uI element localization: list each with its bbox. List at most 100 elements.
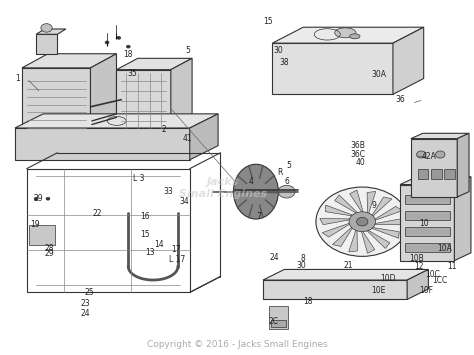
Polygon shape	[370, 197, 392, 219]
Text: R: R	[277, 168, 282, 177]
Text: 5: 5	[185, 47, 190, 55]
Text: 9: 9	[372, 201, 376, 210]
Text: 38: 38	[280, 58, 289, 67]
Circle shape	[417, 151, 426, 158]
Circle shape	[349, 212, 375, 231]
Text: 10E: 10E	[372, 286, 386, 295]
Text: 10C: 10C	[426, 270, 440, 279]
Text: 13: 13	[145, 248, 155, 257]
Polygon shape	[22, 68, 91, 135]
Polygon shape	[400, 185, 455, 261]
Polygon shape	[263, 269, 428, 280]
Circle shape	[356, 218, 368, 226]
Polygon shape	[411, 138, 457, 197]
Polygon shape	[320, 219, 355, 225]
Polygon shape	[22, 54, 117, 68]
Text: 15: 15	[263, 17, 273, 26]
Bar	[405, 211, 450, 220]
Text: Copyright © 2016 - Jacks Small Engines: Copyright © 2016 - Jacks Small Engines	[146, 340, 328, 349]
Polygon shape	[190, 114, 218, 160]
Text: 10B: 10B	[409, 254, 424, 263]
Text: 10F: 10F	[419, 286, 433, 295]
Text: 41: 41	[182, 134, 192, 143]
Polygon shape	[455, 177, 471, 261]
Polygon shape	[367, 227, 399, 238]
Text: 25: 25	[84, 288, 94, 297]
Text: 22: 22	[93, 209, 102, 218]
Circle shape	[436, 151, 445, 158]
Text: 17: 17	[171, 246, 181, 255]
Text: 28: 28	[44, 244, 54, 253]
Text: 30: 30	[273, 47, 283, 55]
Polygon shape	[407, 269, 428, 300]
Polygon shape	[117, 58, 192, 70]
Polygon shape	[273, 27, 424, 43]
Text: 19: 19	[30, 220, 39, 229]
Circle shape	[278, 185, 295, 198]
Polygon shape	[335, 195, 360, 215]
Text: 4: 4	[249, 176, 254, 186]
Bar	[405, 227, 450, 236]
Polygon shape	[36, 29, 66, 34]
Polygon shape	[322, 222, 354, 237]
Text: 23: 23	[81, 299, 91, 308]
Text: 14: 14	[154, 240, 164, 249]
Polygon shape	[91, 54, 117, 135]
Circle shape	[127, 45, 130, 48]
Text: 18: 18	[124, 50, 133, 59]
Polygon shape	[171, 58, 192, 132]
Polygon shape	[15, 128, 190, 160]
Text: 10D: 10D	[381, 274, 396, 283]
Text: 8: 8	[301, 254, 306, 263]
Polygon shape	[349, 227, 357, 252]
Text: 29: 29	[45, 249, 54, 258]
Bar	[405, 195, 450, 204]
Text: 6: 6	[284, 176, 289, 186]
Text: 18: 18	[303, 297, 313, 306]
Text: 35: 35	[127, 69, 137, 78]
Bar	[431, 169, 442, 179]
Text: 40: 40	[356, 158, 366, 167]
Text: 33: 33	[164, 187, 173, 196]
Polygon shape	[273, 43, 393, 94]
Text: L 3: L 3	[133, 174, 145, 183]
Ellipse shape	[234, 164, 278, 219]
Text: Jacks
Small Engines: Jacks Small Engines	[179, 177, 267, 199]
Text: L 17: L 17	[169, 255, 186, 264]
Text: 29: 29	[34, 194, 43, 203]
Text: 11: 11	[447, 262, 457, 271]
Text: 24: 24	[80, 309, 90, 318]
Polygon shape	[117, 70, 171, 132]
Text: 21: 21	[343, 261, 353, 271]
Circle shape	[306, 273, 310, 276]
Text: 36C: 36C	[350, 150, 365, 159]
Text: 7: 7	[256, 212, 261, 221]
Circle shape	[117, 37, 121, 39]
Ellipse shape	[350, 34, 360, 39]
Polygon shape	[350, 190, 364, 215]
Ellipse shape	[335, 28, 356, 38]
Text: 2C: 2C	[269, 317, 279, 326]
Bar	[405, 243, 450, 252]
Text: 2: 2	[161, 125, 166, 134]
Polygon shape	[367, 191, 376, 217]
Text: 5: 5	[287, 160, 292, 170]
Polygon shape	[411, 133, 469, 138]
Polygon shape	[371, 206, 402, 222]
Text: 12: 12	[414, 262, 424, 271]
Circle shape	[105, 41, 109, 44]
Text: 42A: 42A	[422, 153, 437, 162]
Text: 15: 15	[140, 230, 150, 239]
Text: 30: 30	[296, 261, 306, 271]
Circle shape	[299, 273, 303, 276]
Polygon shape	[333, 224, 355, 246]
Circle shape	[41, 24, 52, 32]
Text: 1: 1	[15, 74, 19, 83]
Polygon shape	[15, 114, 218, 128]
Bar	[29, 225, 55, 245]
Polygon shape	[370, 219, 405, 225]
Bar	[445, 169, 455, 179]
Circle shape	[313, 273, 317, 276]
Text: 34: 34	[179, 197, 189, 206]
Polygon shape	[325, 205, 357, 217]
